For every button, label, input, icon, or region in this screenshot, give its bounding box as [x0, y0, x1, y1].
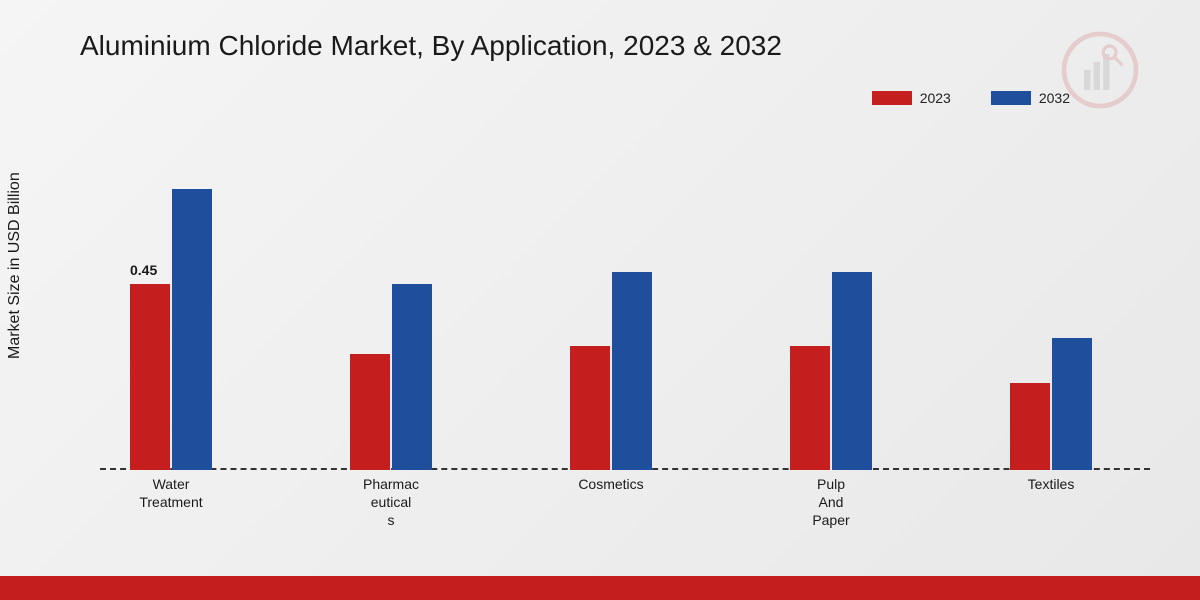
legend-swatch-2032: [991, 91, 1031, 105]
bar-group: [570, 272, 652, 470]
legend-swatch-2023: [872, 91, 912, 105]
bar-group: [790, 272, 872, 470]
bar: [790, 346, 830, 470]
bar: [172, 189, 212, 470]
x-axis-label: Cosmetics: [566, 475, 656, 493]
watermark-logo: [1060, 30, 1140, 110]
footer-bar: [0, 576, 1200, 600]
bar-group: [350, 284, 432, 470]
bar-group: 0.45: [130, 189, 212, 470]
x-axis-label: WaterTreatment: [126, 475, 216, 511]
legend-item-2032: 2032: [991, 90, 1070, 106]
bar: [130, 284, 170, 470]
bar: [612, 272, 652, 470]
bar: [570, 346, 610, 470]
bar: [392, 284, 432, 470]
chart-title: Aluminium Chloride Market, By Applicatio…: [80, 30, 782, 62]
legend-label-2023: 2023: [920, 90, 951, 106]
x-axis-label: Pharmaceuticals: [346, 475, 436, 530]
chart-area: 0.45: [100, 160, 1150, 470]
legend-item-2023: 2023: [872, 90, 951, 106]
bar: [1010, 383, 1050, 470]
bar-value-label: 0.45: [130, 262, 157, 278]
legend: 2023 2032: [872, 90, 1070, 106]
legend-label-2032: 2032: [1039, 90, 1070, 106]
x-axis-label: Textiles: [1006, 475, 1096, 493]
bar: [350, 354, 390, 470]
bar: [1052, 338, 1092, 470]
x-axis-label: PulpAndPaper: [786, 475, 876, 530]
y-axis-label: Market Size in USD Billion: [6, 172, 24, 359]
bar: [832, 272, 872, 470]
bar-group: [1010, 338, 1092, 470]
